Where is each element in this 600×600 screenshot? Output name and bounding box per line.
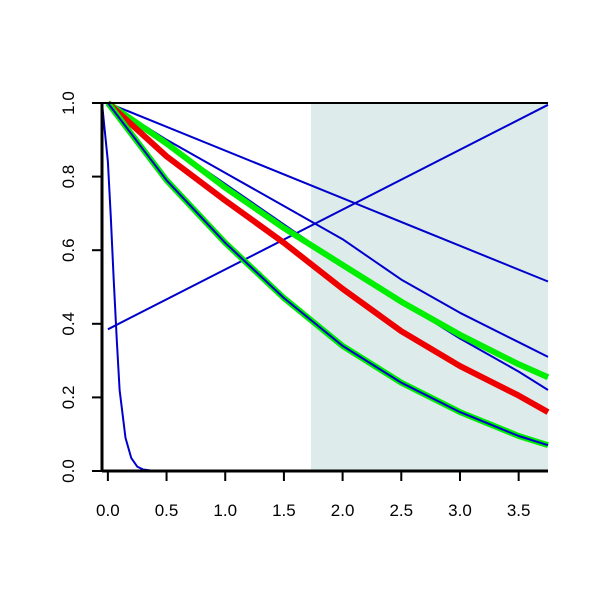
y-tick-label: 0.0: [59, 459, 78, 483]
x-tick-label: 1.5: [272, 501, 296, 520]
axis-layer: [100, 103, 548, 473]
shaded-region-layer: [310, 103, 548, 471]
y-tick-label: 1.0: [59, 91, 78, 115]
x-tick-label: 0.0: [96, 501, 120, 520]
x-tick-label: 3.0: [448, 501, 472, 520]
series-line-6: [105, 100, 550, 415]
x-tick-label: 1.0: [213, 501, 237, 520]
y-tick-layer: 0.0 0.2 0.4 0.6 0.8 1.0: [59, 91, 102, 483]
x-tick-label: 3.5: [507, 501, 531, 520]
y-tick-label: 0.8: [59, 165, 78, 189]
x-tick-label: 2.5: [389, 501, 413, 520]
y-tick-label: 0.6: [59, 238, 78, 262]
x-tick-label: 0.5: [155, 501, 179, 520]
y-tick-label: 0.4: [59, 312, 78, 336]
shaded-region: [310, 103, 548, 471]
series-line-2: [107, 102, 549, 283]
x-tick-layer: 0.0 0.5 1.0 1.5 2.0 2.5 3.0 3.5: [96, 471, 530, 520]
series-line-5: [106, 100, 550, 380]
series-layer: [101, 100, 550, 472]
x-tick-label: 2.0: [331, 501, 355, 520]
series-line-8: [107, 102, 549, 447]
series-line-1: [107, 103, 549, 331]
y-tick-label: 0.2: [59, 386, 78, 410]
series-line-3: [107, 102, 549, 358]
